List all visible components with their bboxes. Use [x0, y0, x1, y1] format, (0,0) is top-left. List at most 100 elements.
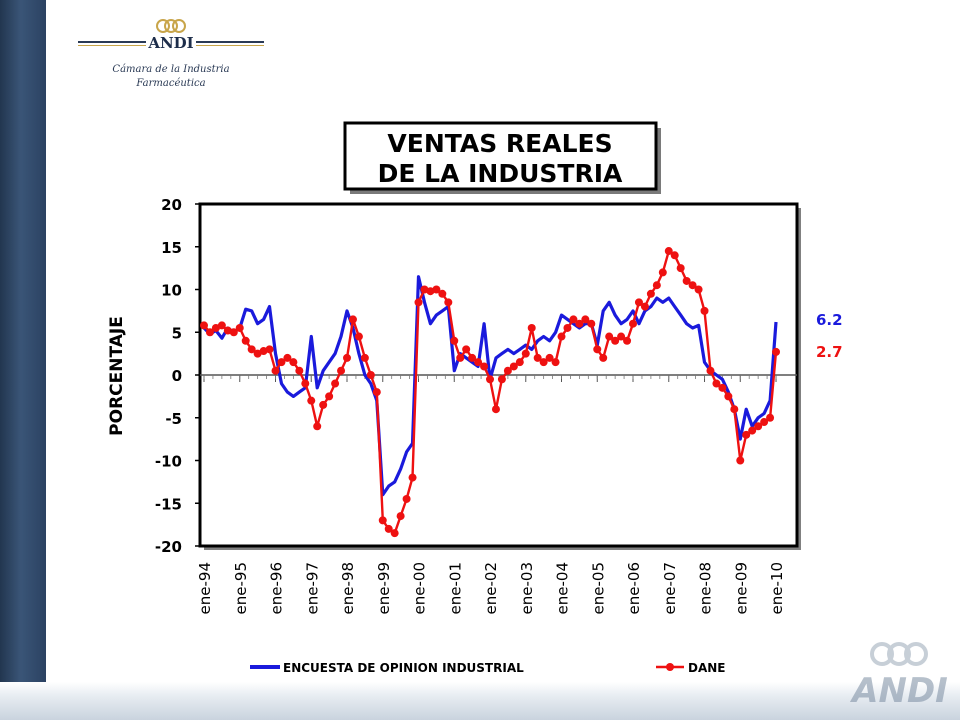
x-tick-label: ene-09: [732, 562, 750, 614]
dane-point: [414, 298, 423, 307]
x-tick-label: ene-06: [625, 562, 643, 614]
dane-point: [503, 366, 512, 375]
dane-point: [372, 388, 381, 397]
y-tick-label: 10: [161, 282, 182, 300]
dane-point: [742, 430, 751, 439]
legend-dane-label: DANE: [688, 661, 726, 675]
chart-title-line2: DE LA INDUSTRIA: [378, 159, 623, 188]
dane-point: [366, 371, 375, 379]
y-axis-label: PORCENTAJE: [107, 316, 127, 436]
bottom-decorative-band: [0, 682, 960, 720]
dane-point: [694, 285, 703, 294]
dane-point: [593, 345, 602, 354]
dane-point: [486, 375, 495, 384]
andi-brand-block: ANDI Cámara de la Industria Farmacéutica: [78, 14, 264, 94]
logo-text: ANDI: [147, 34, 193, 52]
dane-point: [634, 298, 643, 307]
brand-subtitle-line1: Cámara de la Industria: [112, 64, 230, 75]
dane-point: [772, 347, 781, 356]
dane-point: [712, 379, 721, 388]
chart-title-line1: VENTAS REALES: [387, 129, 612, 158]
dane-point: [587, 319, 596, 328]
dane-point: [754, 422, 763, 431]
dane-point: [688, 281, 697, 290]
dane-point: [402, 494, 411, 503]
dane-point: [200, 321, 208, 330]
dane-point: [247, 345, 256, 354]
dane-point: [319, 400, 328, 409]
dane-point: [670, 251, 679, 260]
dane-point: [283, 353, 292, 362]
dane-point: [629, 319, 638, 328]
y-tick-label: -20: [155, 538, 182, 556]
dane-point: [265, 345, 274, 354]
andi-logo: ANDI: [78, 19, 264, 52]
dane-point: [563, 323, 572, 332]
x-tick-label: ene-97: [303, 562, 321, 614]
dane-point: [676, 264, 685, 273]
dane-point: [718, 383, 727, 392]
dane-point: [581, 315, 590, 324]
dane-point: [217, 321, 226, 330]
dane-point: [360, 353, 369, 362]
y-tick-label: -10: [155, 453, 182, 471]
brand-subtitle-line2: Farmacéutica: [136, 78, 206, 89]
dane-point: [348, 315, 357, 324]
dane-point: [623, 336, 632, 345]
dane-point: [313, 422, 322, 431]
andi-watermark-logo: ANDI: [849, 642, 948, 711]
x-tick-label: ene-00: [411, 562, 429, 614]
dane-point: [241, 336, 250, 345]
x-tick-label: ene-01: [446, 562, 464, 614]
left-decorative-band: [0, 0, 46, 720]
dane-point: [652, 281, 661, 290]
x-tick-label: ene-98: [339, 562, 357, 614]
dane-point: [432, 285, 441, 294]
x-tick-label: ene-10: [768, 562, 786, 614]
dane-point: [337, 366, 346, 375]
dane-point: [396, 512, 405, 521]
dane-point: [497, 375, 506, 384]
encuesta-end-label: 6.2: [816, 311, 843, 329]
x-tick-label: ene-94: [196, 562, 214, 614]
dane-point: [456, 353, 465, 362]
legend-encuesta-label: ENCUESTA DE OPINION INDUSTRIAL: [283, 661, 524, 675]
x-tick-label: ene-99: [375, 562, 393, 614]
dane-point: [575, 319, 584, 328]
dane-point: [378, 516, 387, 525]
dane-point: [724, 392, 733, 401]
dane-point: [295, 366, 304, 375]
x-tick-label: ene-96: [268, 562, 286, 614]
dane-point: [766, 413, 775, 422]
dane-point: [533, 353, 542, 362]
dane-point: [343, 353, 352, 362]
y-tick-label: 5: [172, 324, 182, 342]
dane-point: [480, 362, 489, 371]
x-tick-label: ene-95: [232, 562, 250, 614]
y-tick-label: 15: [161, 239, 182, 257]
dane-point: [521, 349, 530, 358]
dane-point: [640, 302, 649, 311]
dane-point: [354, 332, 363, 341]
dane-point: [444, 298, 453, 307]
dane-point: [307, 396, 316, 405]
dane-point: [235, 323, 244, 332]
x-tick-label: ene-08: [697, 562, 715, 614]
dane-point: [646, 289, 655, 298]
dane-point: [617, 332, 626, 341]
dane-point: [539, 358, 548, 367]
watermark-ring-icon: [870, 642, 894, 666]
dane-point: [611, 336, 620, 345]
x-tick-label: ene-02: [482, 562, 500, 614]
dane-point: [390, 529, 399, 538]
dane-point: [205, 328, 214, 337]
dane-point: [682, 276, 691, 285]
dane-point: [557, 332, 566, 341]
dane-point: [706, 366, 715, 375]
dane-point: [301, 379, 310, 388]
dane-point: [408, 473, 417, 482]
dane-point: [599, 353, 608, 362]
dane-point: [551, 358, 560, 367]
x-tick-label: ene-03: [518, 562, 536, 614]
